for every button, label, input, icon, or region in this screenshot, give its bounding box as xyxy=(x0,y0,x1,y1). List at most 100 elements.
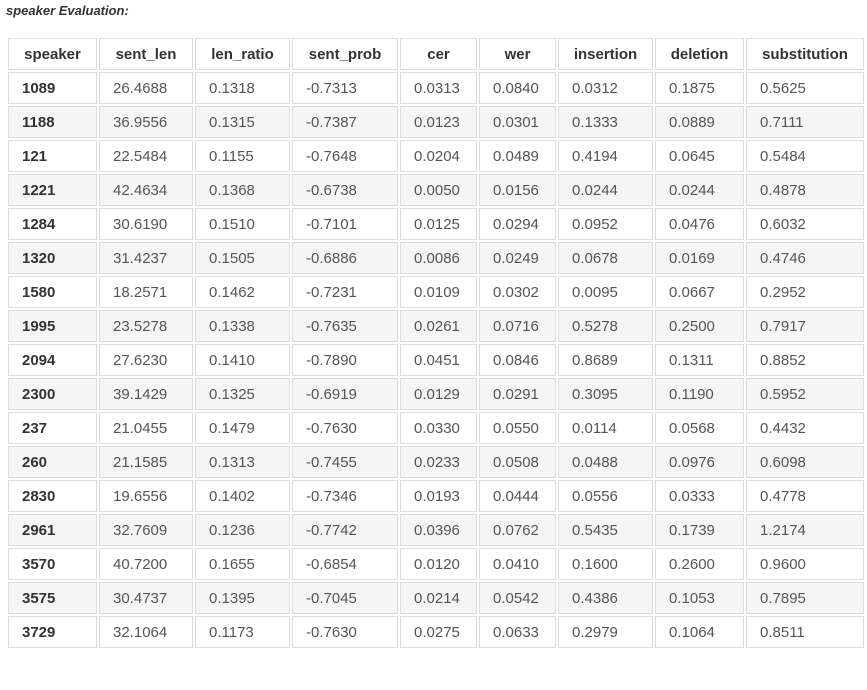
cell-cer: 0.0233 xyxy=(400,446,477,478)
cell-insertion: 0.5435 xyxy=(558,514,653,546)
cell-len-ratio: 0.1315 xyxy=(195,106,290,138)
cell-len-ratio: 0.1338 xyxy=(195,310,290,342)
table-row: 2094 27.6230 0.1410 -0.7890 0.0451 0.0846 0.86… xyxy=(8,344,864,376)
cell-len-ratio: 0.1325 xyxy=(195,378,290,410)
cell-substitution: 0.7111 xyxy=(746,106,864,138)
cell-sent-prob: -0.7630 xyxy=(292,616,398,648)
column-header-speaker: speaker xyxy=(8,38,97,70)
cell-deletion: 0.1311 xyxy=(655,344,744,376)
cell-wer: 0.0156 xyxy=(479,174,556,206)
cell-wer: 0.0444 xyxy=(479,480,556,512)
cell-deletion: 0.0667 xyxy=(655,276,744,308)
cell-substitution: 0.4432 xyxy=(746,412,864,444)
cell-substitution: 0.7895 xyxy=(746,582,864,614)
cell-insertion: 0.0244 xyxy=(558,174,653,206)
table-row: 260 21.1585 0.1313 -0.7455 0.0233 0.0508 0.048… xyxy=(8,446,864,478)
cell-cer: 0.0050 xyxy=(400,174,477,206)
cell-substitution: 0.4878 xyxy=(746,174,864,206)
cell-substitution: 0.6098 xyxy=(746,446,864,478)
cell-deletion: 0.0568 xyxy=(655,412,744,444)
table-row: 3570 40.7200 0.1655 -0.6854 0.0120 0.0410 0.16… xyxy=(8,548,864,580)
cell-deletion: 0.1190 xyxy=(655,378,744,410)
cell-cer: 0.0330 xyxy=(400,412,477,444)
cell-speaker: 1320 xyxy=(8,242,97,274)
cell-sent-prob: -0.6854 xyxy=(292,548,398,580)
cell-substitution: 0.5952 xyxy=(746,378,864,410)
cell-deletion: 0.0169 xyxy=(655,242,744,274)
cell-cer: 0.0109 xyxy=(400,276,477,308)
cell-cer: 0.0120 xyxy=(400,548,477,580)
cell-sent-prob: -0.7231 xyxy=(292,276,398,308)
cell-sent-prob: -0.7630 xyxy=(292,412,398,444)
table-row: 1089 26.4688 0.1318 -0.7313 0.0313 0.0840 0.03… xyxy=(8,72,864,104)
cell-sent-len: 23.5278 xyxy=(99,310,193,342)
cell-sent-prob: -0.7101 xyxy=(292,208,398,240)
header-row: speaker sent_len len_ratio sent_prob cer wer i… xyxy=(8,38,864,70)
table-row: 121 22.5484 0.1155 -0.7648 0.0204 0.0489 0.419… xyxy=(8,140,864,172)
cell-deletion: 0.0889 xyxy=(655,106,744,138)
cell-sent-prob: -0.7313 xyxy=(292,72,398,104)
cell-deletion: 0.0645 xyxy=(655,140,744,172)
cell-deletion: 0.0244 xyxy=(655,174,744,206)
column-header-substitution: substitution xyxy=(746,38,864,70)
cell-wer: 0.0294 xyxy=(479,208,556,240)
cell-cer: 0.0275 xyxy=(400,616,477,648)
cell-len-ratio: 0.1313 xyxy=(195,446,290,478)
cell-substitution: 0.4778 xyxy=(746,480,864,512)
speaker-evaluation-table: speaker sent_len len_ratio sent_prob cer wer i… xyxy=(6,36,866,650)
cell-len-ratio: 0.1318 xyxy=(195,72,290,104)
cell-len-ratio: 0.1395 xyxy=(195,582,290,614)
cell-speaker: 3575 xyxy=(8,582,97,614)
cell-wer: 0.0550 xyxy=(479,412,556,444)
table-row: 3575 30.4737 0.1395 -0.7045 0.0214 0.0542 0.43… xyxy=(8,582,864,614)
cell-cer: 0.0125 xyxy=(400,208,477,240)
cell-wer: 0.0489 xyxy=(479,140,556,172)
cell-sent-prob: -0.6886 xyxy=(292,242,398,274)
cell-insertion: 0.0556 xyxy=(558,480,653,512)
cell-sent-len: 18.2571 xyxy=(99,276,193,308)
table-row: 2830 19.6556 0.1402 -0.7346 0.0193 0.0444 0.05… xyxy=(8,480,864,512)
table-row: 1284 30.6190 0.1510 -0.7101 0.0125 0.0294 0.09… xyxy=(8,208,864,240)
table-row: 237 21.0455 0.1479 -0.7630 0.0330 0.0550 0.011… xyxy=(8,412,864,444)
cell-cer: 0.0086 xyxy=(400,242,477,274)
column-header-sent-len: sent_len xyxy=(99,38,193,70)
column-header-len-ratio: len_ratio xyxy=(195,38,290,70)
cell-deletion: 0.2500 xyxy=(655,310,744,342)
cell-sent-prob: -0.7455 xyxy=(292,446,398,478)
cell-insertion: 0.4194 xyxy=(558,140,653,172)
cell-substitution: 0.9600 xyxy=(746,548,864,580)
cell-deletion: 0.1739 xyxy=(655,514,744,546)
cell-len-ratio: 0.1410 xyxy=(195,344,290,376)
cell-sent-prob: -0.7045 xyxy=(292,582,398,614)
cell-insertion: 0.5278 xyxy=(558,310,653,342)
cell-cer: 0.0396 xyxy=(400,514,477,546)
cell-substitution: 0.5625 xyxy=(746,72,864,104)
cell-cer: 0.0123 xyxy=(400,106,477,138)
table-row: 1580 18.2571 0.1462 -0.7231 0.0109 0.0302 0.00… xyxy=(8,276,864,308)
cell-len-ratio: 0.1510 xyxy=(195,208,290,240)
cell-insertion: 0.8689 xyxy=(558,344,653,376)
cell-deletion: 0.0976 xyxy=(655,446,744,478)
cell-speaker: 2961 xyxy=(8,514,97,546)
cell-wer: 0.0762 xyxy=(479,514,556,546)
cell-sent-prob: -0.7635 xyxy=(292,310,398,342)
cell-deletion: 0.1053 xyxy=(655,582,744,614)
table-row: 2300 39.1429 0.1325 -0.6919 0.0129 0.0291 0.30… xyxy=(8,378,864,410)
cell-len-ratio: 0.1368 xyxy=(195,174,290,206)
cell-sent-len: 39.1429 xyxy=(99,378,193,410)
table-header: speaker sent_len len_ratio sent_prob cer wer i… xyxy=(8,38,864,70)
cell-wer: 0.0716 xyxy=(479,310,556,342)
cell-sent-len: 22.5484 xyxy=(99,140,193,172)
cell-cer: 0.0313 xyxy=(400,72,477,104)
cell-substitution: 0.8852 xyxy=(746,344,864,376)
cell-insertion: 0.2979 xyxy=(558,616,653,648)
column-header-wer: wer xyxy=(479,38,556,70)
cell-insertion: 0.4386 xyxy=(558,582,653,614)
cell-sent-len: 30.6190 xyxy=(99,208,193,240)
cell-sent-len: 19.6556 xyxy=(99,480,193,512)
cell-len-ratio: 0.1479 xyxy=(195,412,290,444)
cell-substitution: 0.6032 xyxy=(746,208,864,240)
cell-len-ratio: 0.1402 xyxy=(195,480,290,512)
cell-substitution: 0.2952 xyxy=(746,276,864,308)
cell-insertion: 0.1333 xyxy=(558,106,653,138)
